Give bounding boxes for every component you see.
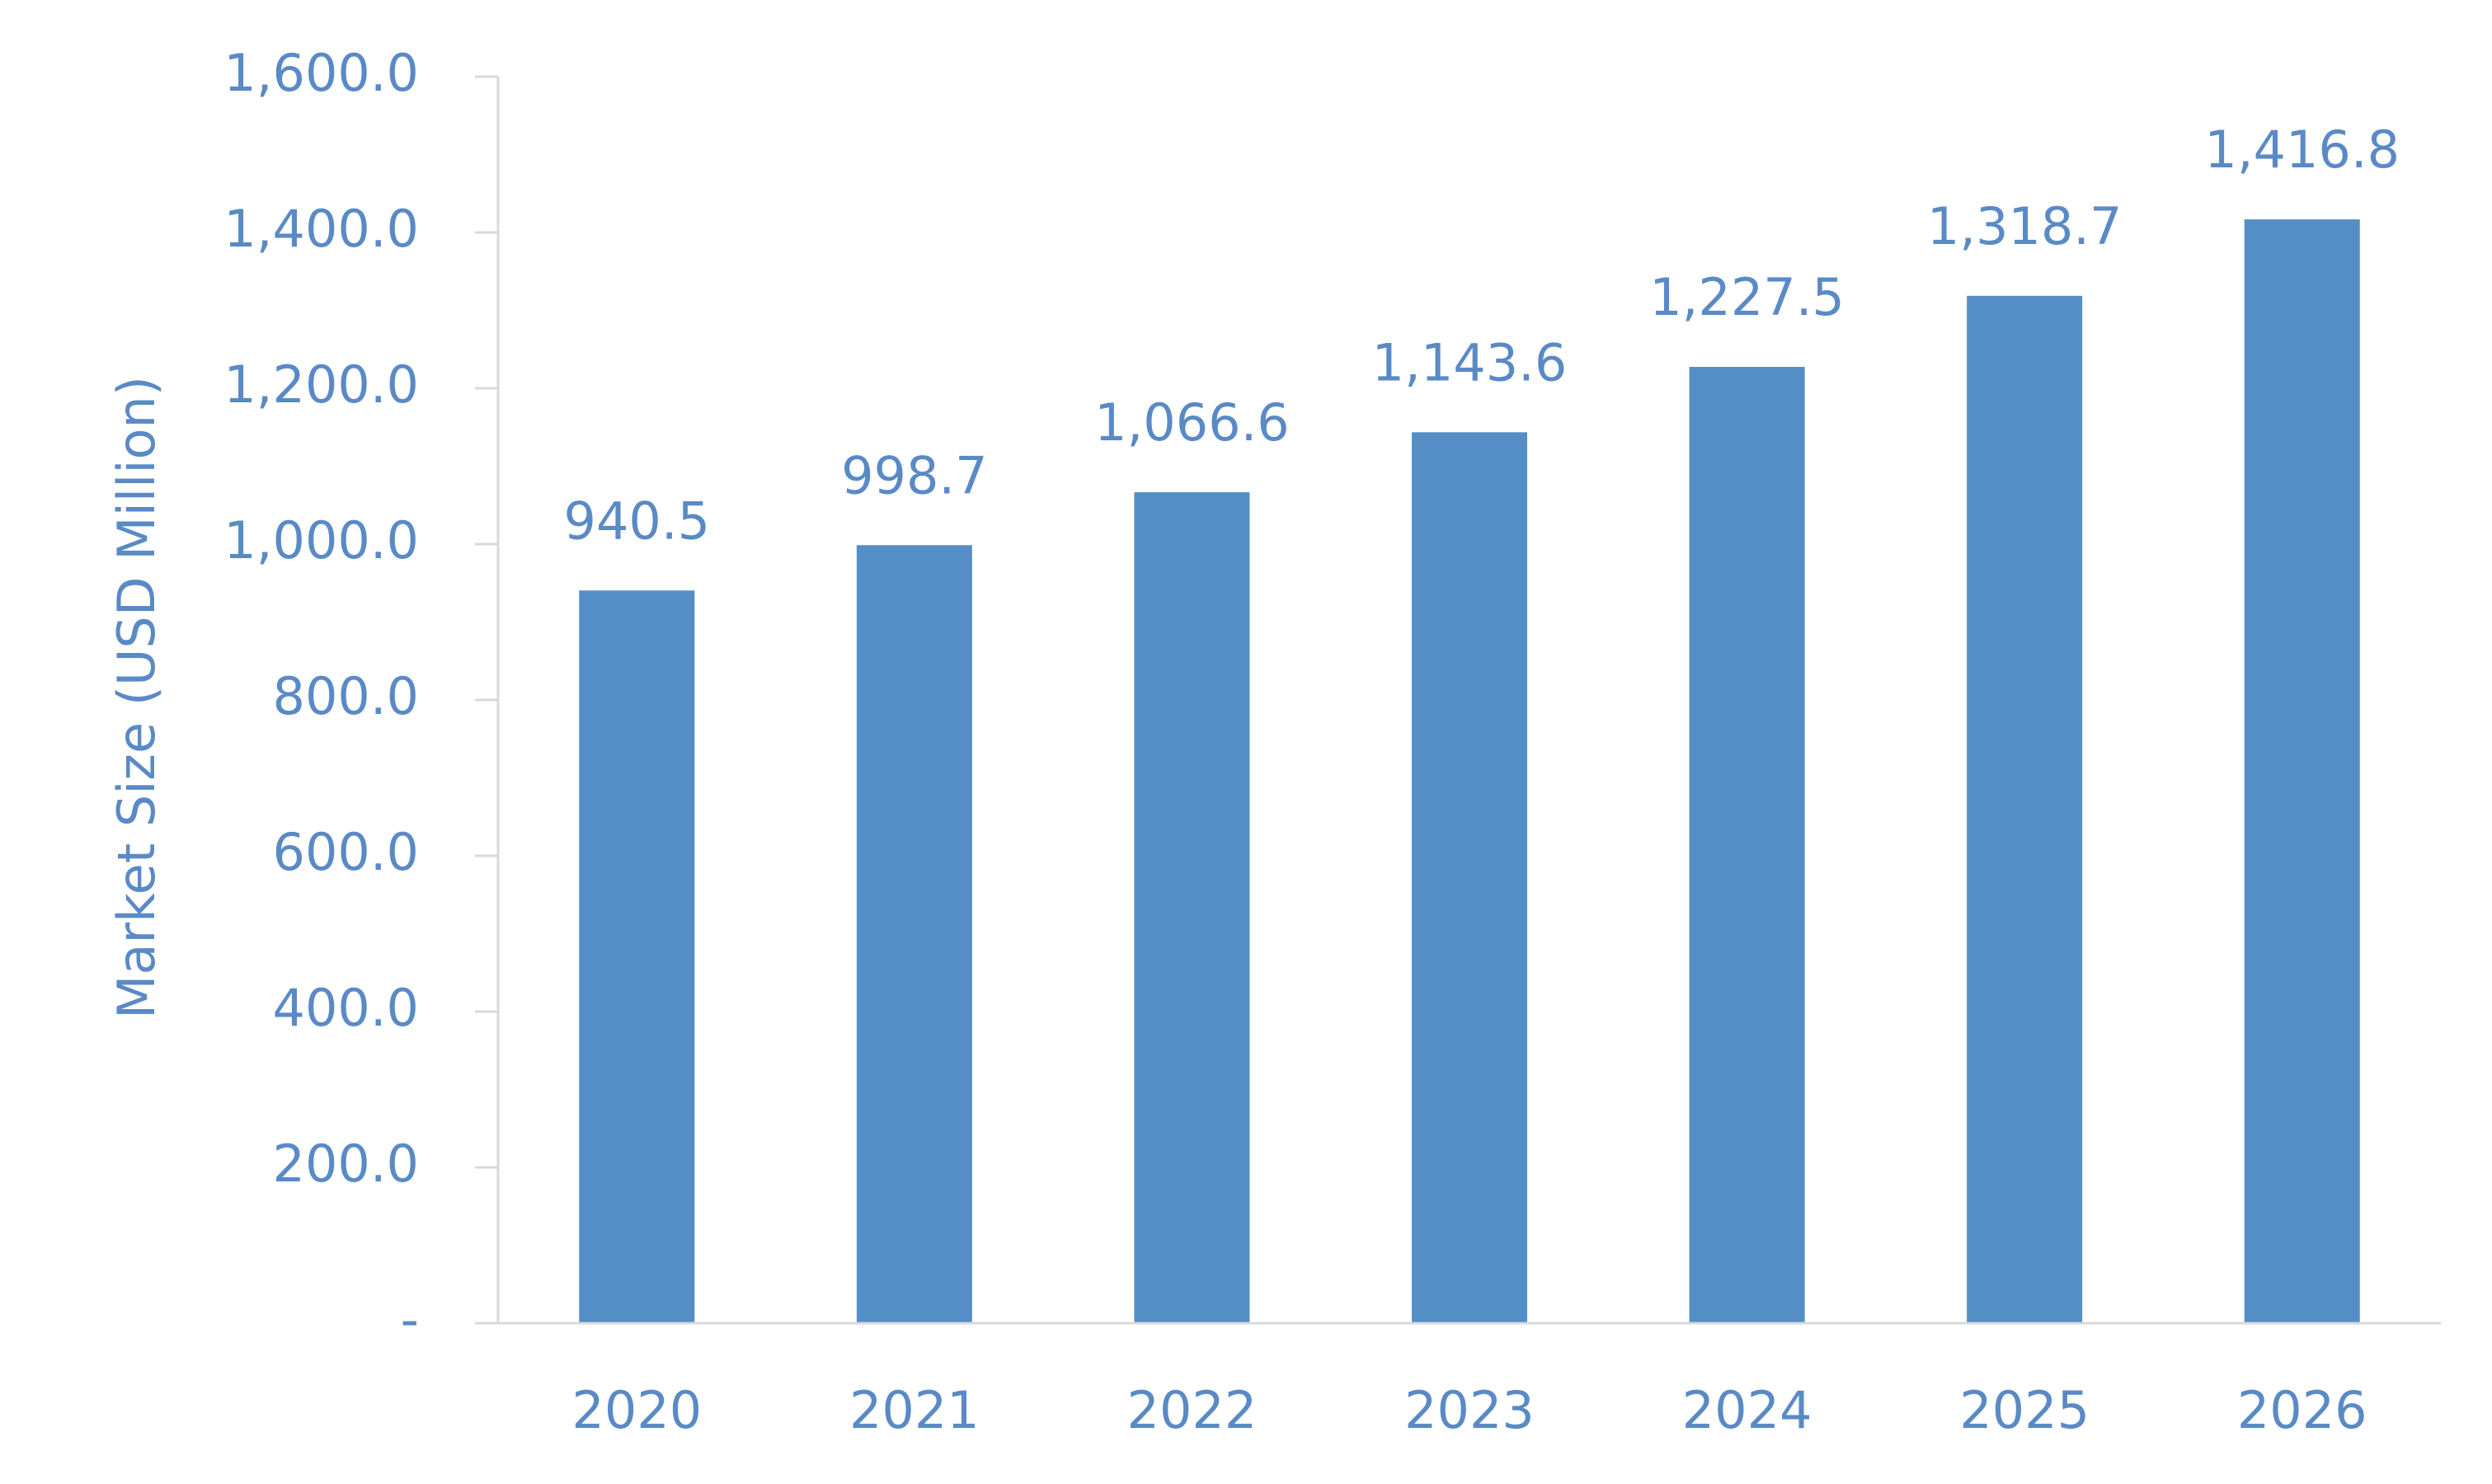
bar <box>1412 432 1527 1323</box>
data-label: 1,318.7 <box>1927 196 2123 256</box>
y-tick-label: 200.0 <box>273 1134 420 1194</box>
x-tick-label: 2023 <box>1404 1380 1535 1440</box>
data-label: 998.7 <box>841 445 988 505</box>
y-tick-label: 800.0 <box>273 666 420 726</box>
bar <box>579 590 695 1323</box>
x-tick-label: 2025 <box>1959 1380 2090 1440</box>
bar <box>1689 367 1805 1324</box>
y-tick-label: 600.0 <box>273 822 420 882</box>
data-label: 1,416.8 <box>2204 120 2400 180</box>
y-tick-label: 1,400.0 <box>223 199 419 259</box>
x-tick-label: 2021 <box>849 1380 980 1440</box>
bar <box>1967 295 2083 1323</box>
y-tick-label: - <box>401 1289 419 1350</box>
y-tick-label: 1,200.0 <box>223 355 419 415</box>
x-tick-label: 2020 <box>571 1380 702 1440</box>
bar <box>856 545 972 1323</box>
data-label: 1,143.6 <box>1372 332 1568 392</box>
data-label: 1,066.6 <box>1094 392 1290 453</box>
x-tick-label: 2026 <box>2237 1380 2367 1440</box>
y-tick-label: 400.0 <box>273 978 420 1038</box>
data-label: 1,227.5 <box>1649 267 1845 327</box>
y-tick-label: 1,600.0 <box>223 43 419 103</box>
data-label: 940.5 <box>564 491 711 551</box>
y-axis-label: Market Size (USD Million) <box>106 376 167 1019</box>
x-tick-label: 2024 <box>1682 1380 1813 1440</box>
bar <box>2244 219 2360 1323</box>
y-tick-label: 1,000.0 <box>223 510 419 571</box>
bar <box>1134 492 1250 1323</box>
x-tick-label: 2022 <box>1127 1380 1258 1440</box>
